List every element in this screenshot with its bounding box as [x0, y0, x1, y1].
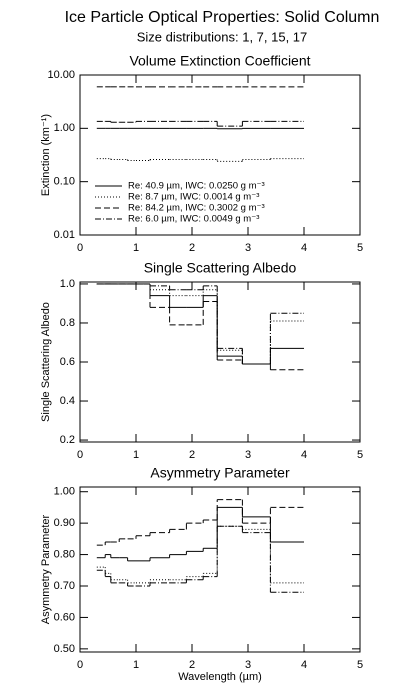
y-tick-label: 1.00: [54, 486, 75, 498]
y-tick-label: 0.10: [54, 176, 75, 188]
figure-title: Ice Particle Optical Properties: Solid C…: [65, 9, 380, 26]
y-tick-label: 0.6: [60, 356, 75, 368]
y-tick-label: 1.00: [54, 122, 75, 134]
x-tick-label: 5: [357, 449, 363, 461]
x-tick-label: 3: [245, 449, 251, 461]
x-tick-label: 4: [301, 242, 307, 254]
x-tick-label: 3: [245, 242, 251, 254]
y-axis-label: Extinction (km⁻¹): [40, 114, 52, 196]
plot-frame: [79, 74, 361, 236]
y-tick-label: 0.70: [54, 580, 75, 592]
y-tick-label: 0.50: [54, 643, 75, 655]
legend-label: Re: 8.7 µm, IWC: 0.0014 g m⁻³: [128, 192, 259, 203]
y-tick-label: 10.00: [47, 69, 75, 81]
figure-subtitle: Size distributions: 1, 7, 15, 17: [137, 29, 308, 44]
x-tick-label: 0: [77, 242, 83, 254]
x-tick-label: 0: [77, 659, 83, 671]
panel-title: Asymmetry Parameter: [150, 465, 290, 481]
x-tick-label: 3: [245, 659, 251, 671]
panel-title: Volume Extinction Coefficient: [129, 53, 310, 69]
legend-label: Re: 84.2 µm, IWC: 0.3002 g m⁻³: [128, 203, 265, 214]
x-tick-label: 1: [133, 449, 139, 461]
y-tick-label: 0.90: [54, 517, 75, 529]
panel-title: Single Scattering Albedo: [144, 260, 297, 276]
y-tick-label: 1.0: [60, 278, 75, 290]
y-axis-label: Single Scattering Albedo: [40, 302, 52, 422]
x-tick-label: 4: [301, 449, 307, 461]
plot-frame: [79, 281, 361, 443]
y-tick-label: 0.80: [54, 548, 75, 560]
y-axis-label: Asymmetry Parameter: [40, 514, 52, 624]
plot-frame: [79, 486, 361, 653]
x-tick-label: 2: [189, 242, 195, 254]
y-tick-label: 0.2: [60, 434, 75, 446]
legend-label: Re: 6.0 µm, IWC: 0.0049 g m⁻³: [128, 214, 259, 225]
x-tick-label: 4: [301, 659, 307, 671]
y-tick-label: 0.8: [60, 317, 75, 329]
y-tick-label: 0.60: [54, 611, 75, 623]
x-axis-label: Wavelength (µm): [178, 671, 262, 683]
x-tick-label: 2: [189, 449, 195, 461]
x-tick-label: 5: [357, 659, 363, 671]
x-tick-label: 5: [357, 242, 363, 254]
x-tick-label: 0: [77, 449, 83, 461]
x-tick-label: 2: [189, 659, 195, 671]
y-tick-label: 0.4: [60, 395, 75, 407]
x-tick-label: 1: [133, 242, 139, 254]
y-tick-label: 0.01: [54, 229, 75, 241]
x-tick-label: 1: [133, 659, 139, 671]
legend-label: Re: 40.9 µm, IWC: 0.0250 g m⁻³: [128, 181, 265, 192]
